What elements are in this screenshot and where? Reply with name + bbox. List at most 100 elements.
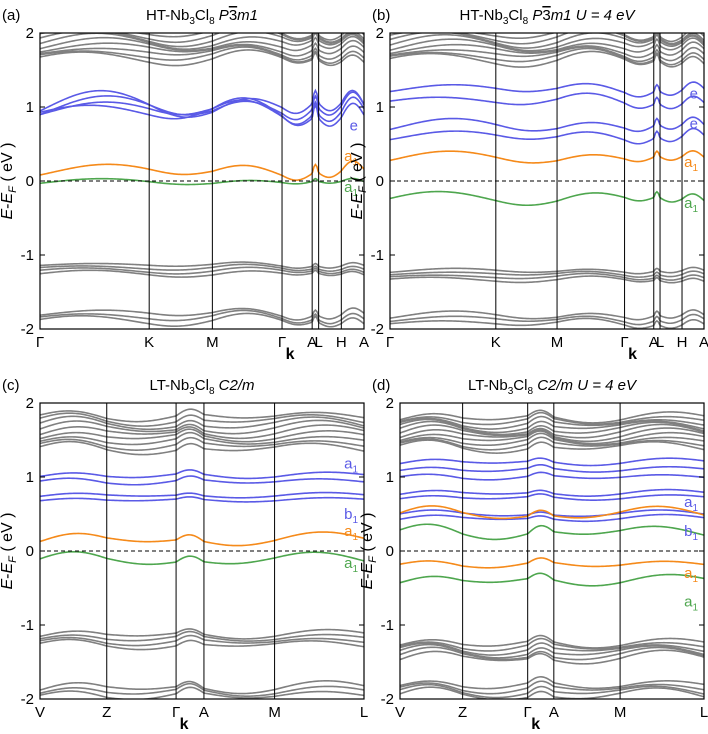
band-green-a1-0 <box>40 550 364 566</box>
band-green-a1-0 <box>40 177 364 186</box>
band-gray-upper-1 <box>400 436 704 451</box>
band-gray-upper-8 <box>133 33 364 41</box>
band-gray-upper-0 <box>390 50 704 68</box>
band-gray-upper-5 <box>400 423 704 439</box>
kpoint-label: Γ <box>524 704 532 721</box>
band-green-upper-0 <box>400 523 704 541</box>
y-tick-label: -1 <box>21 247 34 264</box>
band-gray-bottom-2 <box>390 309 704 321</box>
kpoint-label: K <box>144 334 154 351</box>
band-label: a1 <box>344 456 358 476</box>
y-tick-label: 2 <box>386 395 394 412</box>
band-gray-lower-1 <box>40 634 364 647</box>
band-gray-bottom-0 <box>40 686 364 699</box>
band-gray-bottom-3 <box>400 676 704 690</box>
band-label: b1 <box>344 506 358 526</box>
kpoint-label: Γ <box>278 334 286 351</box>
band-gray-upper-0 <box>40 440 364 456</box>
band-gray-upper-2 <box>390 46 704 63</box>
band-blue-e-upper-1 <box>390 81 704 98</box>
band-label: a1 <box>684 195 698 215</box>
band-gray-lower-0 <box>40 269 364 278</box>
kpoint-label: A <box>307 334 317 351</box>
kpoint-label: H <box>336 334 347 351</box>
band-orange-upper-0 <box>400 505 704 520</box>
y-tick-label: -1 <box>21 617 34 634</box>
band-blue-upper-2 <box>400 457 704 467</box>
kpoint-label: M <box>614 704 627 721</box>
kpoint-label: M <box>268 704 281 721</box>
y-tick-label: 1 <box>26 469 34 486</box>
y-tick-label: -2 <box>21 321 34 338</box>
band-label: a1 <box>344 523 358 543</box>
band-blue-upper-1 <box>400 463 704 473</box>
band-gray-upper-8 <box>390 33 704 43</box>
y-tick-label: 2 <box>376 25 384 42</box>
band-label: e <box>350 118 358 135</box>
band-blue-mid-0 <box>400 493 704 501</box>
band-gray-bottom-0 <box>390 317 704 329</box>
band-label: a1 <box>684 494 698 514</box>
band-gray-upper-1 <box>40 436 364 451</box>
band-gray-upper-4 <box>40 35 364 52</box>
band-green-a1-0 <box>400 572 704 587</box>
band-lines <box>40 33 364 328</box>
band-gray-upper-0 <box>40 49 364 67</box>
y-tick-label: 1 <box>386 469 394 486</box>
band-gray-lower-4 <box>400 637 704 652</box>
panel-3: V Z Γ A M L -2 -1 0 1 2 k E-EF ( eV ) (d) LT-Nb3Cl8 C2… <box>359 377 708 733</box>
band-gray-upper-4 <box>400 427 704 443</box>
band-blue-b1-0 <box>400 513 704 523</box>
panel-2: V Z Γ A M L -2 -1 0 1 2 k E-EF ( eV ) (c) LT-Nb3Cl8 C2… <box>0 377 368 733</box>
band-gray-upper-7 <box>390 33 704 45</box>
band-gray-lower-1 <box>400 646 704 661</box>
kpoint-label: V <box>35 704 45 721</box>
kpoint-label: L <box>700 704 708 721</box>
band-blue-b1-1 <box>40 491 364 499</box>
y-tick-label: 2 <box>26 395 34 412</box>
band-gray-upper-6 <box>400 420 704 436</box>
kpoint-label: Γ <box>386 334 394 351</box>
kpoint-label: L <box>656 334 664 351</box>
band-gray-lower-0 <box>390 275 704 284</box>
band-gray-lower-3 <box>40 261 364 269</box>
band-gray-lower-1 <box>40 266 364 275</box>
panel-label: (c) <box>2 377 20 394</box>
y-tick-label: 0 <box>376 173 384 190</box>
y-axis-label: E-EF ( eV ) <box>0 143 19 220</box>
band-orange-a1-0 <box>40 160 364 181</box>
band-gray-bottom-2 <box>400 680 704 695</box>
band-gray-upper-4 <box>40 424 364 440</box>
band-gray-lower-2 <box>40 630 364 642</box>
band-gray-bottom-1 <box>40 682 364 697</box>
band-label: e <box>690 115 698 132</box>
y-axis-label: E-EF ( eV ) <box>0 513 19 590</box>
band-gray-lower-1 <box>390 272 704 281</box>
kpoint-label: A <box>699 334 708 351</box>
band-blue-upper-0 <box>400 471 704 481</box>
y-tick-label: 0 <box>26 543 34 560</box>
band-blue-e-3 <box>40 88 364 118</box>
band-blue-e-lower-1 <box>390 116 704 133</box>
band-blue-a1-1 <box>40 469 364 480</box>
band-gray-upper-3 <box>40 39 364 57</box>
kpoint-label: Γ <box>36 334 44 351</box>
band-gray-lower-0 <box>400 649 704 665</box>
band-label: a1 <box>344 148 358 168</box>
y-tick-label: 2 <box>26 25 34 42</box>
kpoint-label: A <box>649 334 659 351</box>
y-tick-label: 0 <box>386 543 394 560</box>
band-label: e <box>690 86 698 103</box>
x-axis-label: k <box>531 716 540 733</box>
band-gray-upper-9 <box>400 411 704 426</box>
kpoint-label: A <box>549 704 559 721</box>
band-orange-a1-0 <box>40 531 364 547</box>
band-gray-upper-0 <box>400 439 704 454</box>
band-lines <box>390 33 704 329</box>
band-gray-upper-4 <box>390 37 704 53</box>
band-gray-upper-8 <box>40 408 364 423</box>
band-gray-upper-10 <box>400 409 704 424</box>
band-green-a1-0 <box>390 190 704 207</box>
